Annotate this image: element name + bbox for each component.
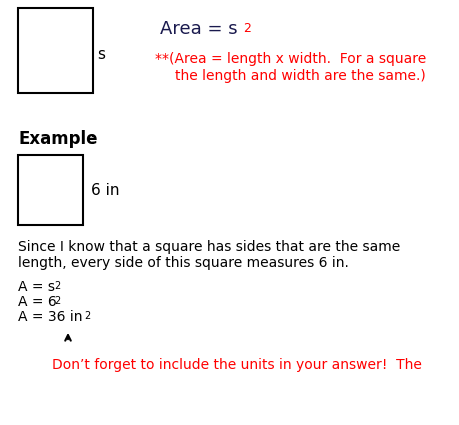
Text: :: : — [90, 130, 96, 148]
Bar — [18, 155, 83, 225]
Text: 2: 2 — [54, 296, 60, 306]
Text: Example: Example — [18, 130, 97, 148]
Text: the length and width are the same.): the length and width are the same.) — [175, 69, 426, 83]
Text: Since I know that a square has sides that are the same: Since I know that a square has sides tha… — [18, 240, 400, 254]
Text: Area = s: Area = s — [160, 20, 238, 38]
Text: A = s: A = s — [18, 280, 55, 294]
Text: 2: 2 — [84, 311, 90, 321]
Text: 2: 2 — [243, 22, 251, 35]
Text: A = 6: A = 6 — [18, 295, 57, 309]
Text: 2: 2 — [54, 281, 60, 291]
Text: Don’t forget to include the units in your answer!  The: Don’t forget to include the units in you… — [52, 358, 422, 372]
Text: s: s — [97, 47, 105, 62]
Text: **(Area = length x width.  For a square: **(Area = length x width. For a square — [155, 52, 426, 66]
Bar — [18, 8, 93, 93]
Text: A = 36 in: A = 36 in — [18, 310, 83, 324]
Text: length, every side of this square measures 6 in.: length, every side of this square measur… — [18, 256, 349, 270]
Text: 6 in: 6 in — [91, 182, 119, 198]
